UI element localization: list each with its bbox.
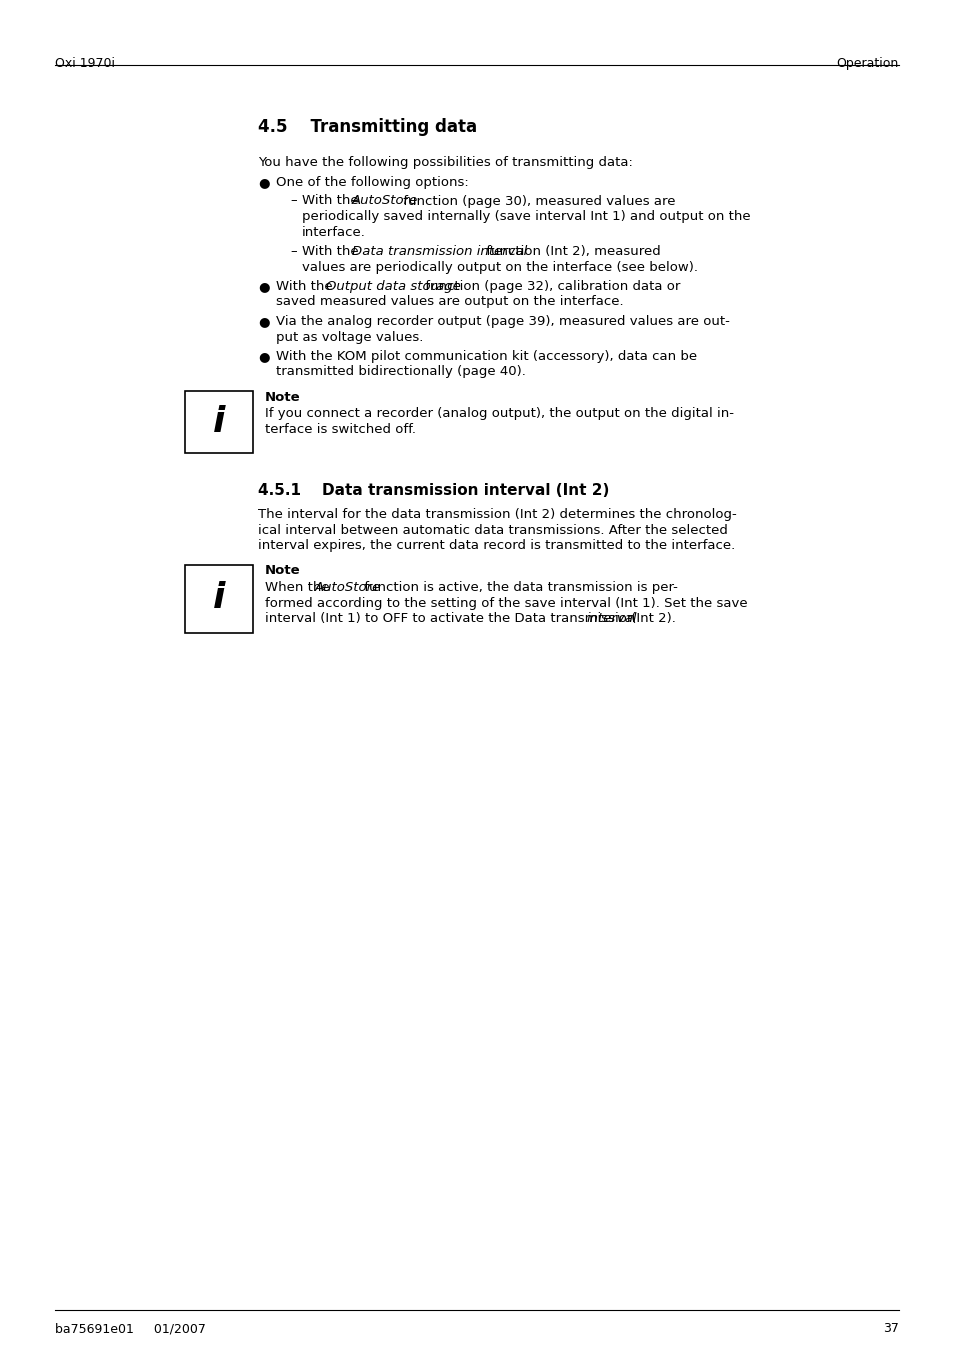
Text: Data transmission interval: Data transmission interval [352, 245, 527, 258]
Text: AutoStore: AutoStore [314, 581, 381, 594]
Text: With the: With the [275, 280, 336, 293]
Text: With the: With the [302, 245, 362, 258]
Text: Oxi 1970i: Oxi 1970i [55, 57, 115, 70]
Text: values are periodically output on the interface (see below).: values are periodically output on the in… [302, 261, 698, 273]
Text: function is active, the data transmission is per-: function is active, the data transmissio… [359, 581, 678, 594]
Text: Note: Note [265, 565, 300, 577]
Text: Output data storage: Output data storage [326, 280, 460, 293]
Text: ●: ● [257, 280, 269, 293]
Text: –: – [290, 195, 296, 208]
Text: With the: With the [302, 195, 362, 208]
Text: The interval for the data transmission (Int 2) determines the chronolog-: The interval for the data transmission (… [257, 508, 736, 521]
Text: saved measured values are output on the interface.: saved measured values are output on the … [275, 296, 623, 308]
Text: ●: ● [257, 315, 269, 328]
Text: function (Int 2), measured: function (Int 2), measured [481, 245, 660, 258]
Text: 4.5.1    Data transmission interval (Int 2): 4.5.1 Data transmission interval (Int 2) [257, 484, 609, 499]
Text: AutoStore: AutoStore [352, 195, 417, 208]
Text: terface is switched off.: terface is switched off. [265, 423, 416, 436]
Text: –: – [290, 245, 296, 258]
Text: interval (Int 1) to OFF to activate the Data transmission: interval (Int 1) to OFF to activate the … [265, 612, 639, 626]
Text: interval: interval [586, 612, 637, 626]
Text: 4.5    Transmitting data: 4.5 Transmitting data [257, 118, 476, 136]
Text: i: i [213, 405, 225, 439]
Text: If you connect a recorder (analog output), the output on the digital in-: If you connect a recorder (analog output… [265, 408, 733, 420]
Text: ical interval between automatic data transmissions. After the selected: ical interval between automatic data tra… [257, 523, 727, 536]
Text: You have the following possibilities of transmitting data:: You have the following possibilities of … [257, 155, 632, 169]
Text: interval expires, the current data record is transmitted to the interface.: interval expires, the current data recor… [257, 539, 735, 553]
Text: (Int 2).: (Int 2). [626, 612, 675, 626]
Text: periodically saved internally (save interval Int 1) and output on the: periodically saved internally (save inte… [302, 209, 750, 223]
Text: i: i [213, 581, 225, 616]
FancyBboxPatch shape [185, 565, 253, 632]
Text: When the: When the [265, 581, 334, 594]
Text: 37: 37 [882, 1323, 898, 1335]
Text: ●: ● [257, 350, 269, 363]
Text: ba75691e01     01/2007: ba75691e01 01/2007 [55, 1323, 206, 1335]
Text: put as voltage values.: put as voltage values. [275, 331, 423, 343]
Text: transmitted bidirectionally (page 40).: transmitted bidirectionally (page 40). [275, 366, 525, 378]
Text: ●: ● [257, 176, 269, 189]
Text: function (page 30), measured values are: function (page 30), measured values are [398, 195, 675, 208]
Text: formed according to the setting of the save interval (Int 1). Set the save: formed according to the setting of the s… [265, 597, 747, 609]
Text: Note: Note [265, 390, 300, 404]
Text: With the KOM pilot communication kit (accessory), data can be: With the KOM pilot communication kit (ac… [275, 350, 697, 363]
Text: One of the following options:: One of the following options: [275, 176, 468, 189]
Text: Via the analog recorder output (page 39), measured values are out-: Via the analog recorder output (page 39)… [275, 315, 729, 328]
Text: interface.: interface. [302, 226, 366, 239]
Text: function (page 32), calibration data or: function (page 32), calibration data or [420, 280, 679, 293]
FancyBboxPatch shape [185, 390, 253, 453]
Text: Operation: Operation [836, 57, 898, 70]
